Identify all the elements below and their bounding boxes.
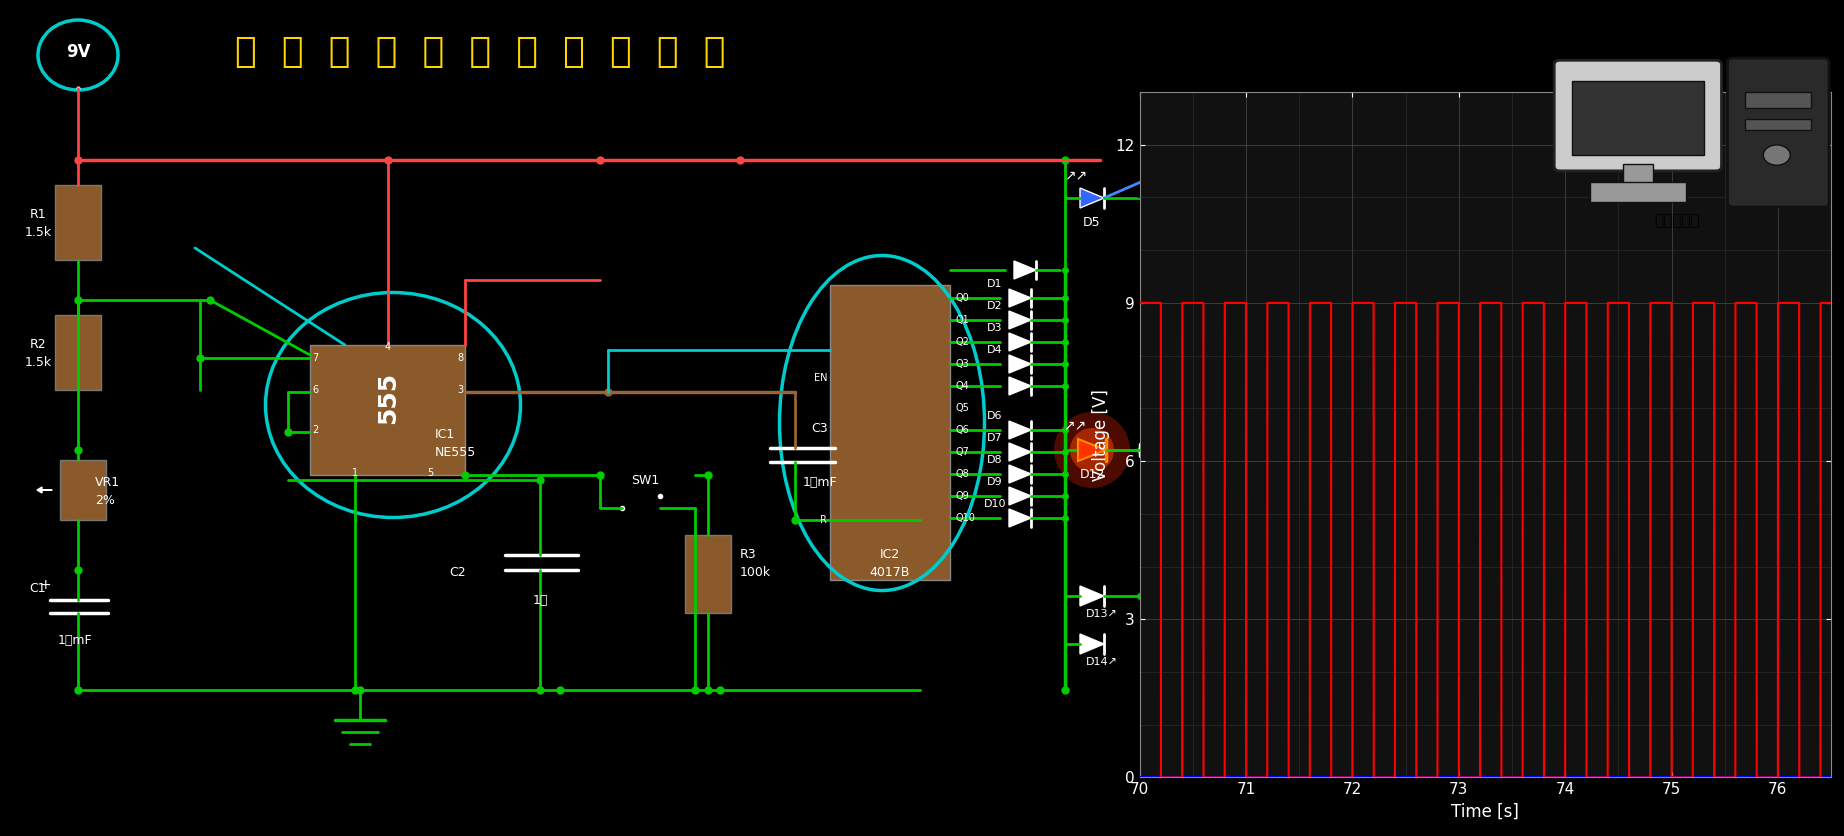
Text: 1碰: 1碰 (533, 594, 548, 606)
Text: Q9: Q9 (955, 491, 968, 501)
Text: ↗↗: ↗↗ (1064, 418, 1086, 432)
Text: D2: D2 (987, 301, 1003, 311)
Text: ↗↗: ↗↗ (1064, 168, 1088, 182)
Text: D12: D12 (1079, 468, 1105, 482)
Text: SW1: SW1 (631, 473, 658, 487)
Text: D13↗: D13↗ (1086, 609, 1117, 619)
Bar (61, 460, 105, 520)
FancyArrow shape (37, 487, 52, 493)
Text: C1: C1 (30, 582, 46, 594)
Text: Q1: Q1 (955, 315, 968, 325)
Circle shape (1070, 428, 1114, 472)
Text: C2: C2 (450, 565, 467, 579)
Polygon shape (1009, 311, 1031, 329)
Text: R: R (821, 515, 826, 525)
Text: R3: R3 (739, 548, 756, 562)
Text: 6: 6 (312, 385, 317, 395)
X-axis label: Time [s]: Time [s] (1451, 803, 1519, 821)
Polygon shape (1009, 289, 1031, 307)
Text: IC2: IC2 (880, 548, 900, 562)
Text: +: + (39, 578, 52, 592)
Text: Q4: Q4 (955, 381, 968, 391)
Polygon shape (1081, 586, 1105, 606)
Polygon shape (1009, 443, 1031, 461)
Text: NE555: NE555 (435, 446, 476, 458)
Text: 100k: 100k (739, 565, 771, 579)
Polygon shape (1014, 261, 1036, 279)
Text: D5: D5 (1082, 216, 1101, 228)
Text: R2: R2 (30, 339, 46, 351)
Text: D9: D9 (987, 477, 1003, 487)
Text: D10: D10 (983, 499, 1007, 509)
Text: Q10: Q10 (955, 513, 975, 523)
Text: Q5: Q5 (955, 403, 968, 413)
Bar (1573, 80, 1704, 155)
Text: D6: D6 (987, 411, 1003, 421)
Polygon shape (1009, 487, 1031, 505)
Bar (830, 285, 950, 580)
Text: Q3: Q3 (955, 359, 968, 369)
Polygon shape (1009, 509, 1031, 527)
Text: D7: D7 (987, 433, 1003, 443)
Text: D14↗: D14↗ (1086, 657, 1117, 667)
Ellipse shape (39, 20, 118, 90)
Bar (1590, 182, 1685, 202)
FancyBboxPatch shape (1728, 58, 1829, 207)
Text: IC1: IC1 (435, 429, 455, 441)
Text: D1: D1 (987, 279, 1003, 289)
Text: 1袏mF: 1袏mF (802, 476, 837, 488)
Bar (1623, 164, 1652, 185)
Polygon shape (1081, 634, 1105, 654)
Text: 7: 7 (312, 353, 319, 363)
Text: Q6: Q6 (955, 425, 968, 435)
Text: D4: D4 (987, 345, 1003, 355)
Text: Q0: Q0 (955, 293, 968, 303)
Polygon shape (1081, 188, 1105, 208)
Text: EN: EN (813, 373, 826, 383)
Text: 3: 3 (457, 385, 463, 395)
Polygon shape (1009, 465, 1031, 483)
Text: 555: 555 (376, 372, 400, 424)
Text: 1: 1 (352, 468, 358, 478)
Text: 2: 2 (312, 425, 319, 435)
Text: 跟我学电脑: 跟我学电脑 (1654, 213, 1700, 228)
Text: Q2: Q2 (955, 337, 968, 347)
Text: 9V: 9V (66, 43, 90, 61)
Text: R1: R1 (30, 208, 46, 222)
Polygon shape (1079, 439, 1106, 461)
Text: 1袏mF: 1袏mF (57, 634, 92, 646)
Bar (684, 535, 730, 613)
Bar (55, 315, 101, 390)
Text: D3: D3 (987, 323, 1003, 333)
Text: 1.5k: 1.5k (24, 226, 52, 238)
Text: 5: 5 (426, 468, 433, 478)
FancyBboxPatch shape (1554, 60, 1722, 171)
Text: 1.5k: 1.5k (24, 355, 52, 369)
Text: D8: D8 (987, 455, 1003, 465)
Polygon shape (1009, 421, 1031, 439)
Text: VR1: VR1 (96, 477, 120, 490)
Text: 8: 8 (457, 353, 463, 363)
Bar (55, 185, 101, 260)
Bar (310, 345, 465, 475)
Text: 2%: 2% (96, 493, 114, 507)
Text: Q8: Q8 (955, 469, 968, 479)
Text: C3: C3 (811, 421, 828, 435)
Text: 发  光  二  极  管  加  速  显  示  电  路: 发 光 二 极 管 加 速 显 示 电 路 (234, 35, 725, 69)
Polygon shape (1009, 377, 1031, 395)
Text: Q7: Q7 (955, 447, 968, 457)
Bar (1746, 119, 1811, 130)
Polygon shape (1009, 355, 1031, 373)
Circle shape (1763, 145, 1791, 166)
Bar (1746, 92, 1811, 108)
Text: 4017B: 4017B (870, 565, 911, 579)
Text: 4: 4 (385, 342, 391, 352)
Y-axis label: Voltage [V]: Voltage [V] (1092, 389, 1110, 481)
Circle shape (1055, 412, 1130, 488)
Polygon shape (1009, 333, 1031, 351)
